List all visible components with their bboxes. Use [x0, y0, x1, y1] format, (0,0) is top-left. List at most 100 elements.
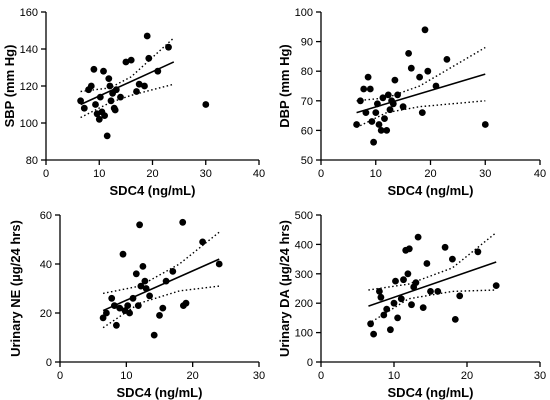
- data-point: [108, 294, 116, 302]
- data-point: [366, 85, 374, 93]
- y-axis-title: Urinary DA (µg/24 hrs): [277, 220, 292, 357]
- data-point: [376, 288, 383, 295]
- data-point: [441, 243, 449, 251]
- data-point: [129, 294, 137, 302]
- data-point: [374, 100, 381, 108]
- x-axis-title: SDC4 (ng/mL): [388, 385, 474, 400]
- data-point: [405, 245, 413, 253]
- x-tick-label: 10: [388, 370, 400, 382]
- data-point: [80, 104, 88, 112]
- regression-line: [368, 261, 497, 307]
- data-point: [136, 221, 144, 229]
- y-axis-title: Urinary NE (µg/24 hrs): [8, 220, 23, 357]
- chart-dbp: 0 10 20 30 40 50 60 70 80 90 100 SDC4 (ng/mL) DBP (m…: [277, 7, 546, 198]
- data-point: [179, 218, 187, 226]
- data-point: [367, 320, 374, 328]
- data-point: [90, 65, 98, 73]
- x-tick-label: 20: [424, 168, 436, 180]
- data-point: [404, 270, 412, 278]
- data-point: [381, 115, 388, 122]
- data-point: [383, 305, 391, 313]
- regression-line: [102, 258, 220, 312]
- data-point: [407, 64, 415, 72]
- data-point: [139, 263, 147, 270]
- x-tick-label: 20: [461, 370, 473, 382]
- y-tick-label: 80: [26, 155, 38, 167]
- data-point: [492, 282, 500, 289]
- data-point: [99, 314, 107, 322]
- y-tick-label: 300: [295, 269, 313, 281]
- x-tick-label: 40: [534, 168, 546, 180]
- data-point: [405, 50, 412, 57]
- y-axis-title: DBP (mm Hg): [277, 44, 292, 128]
- data-point: [397, 295, 405, 303]
- data-point: [456, 292, 464, 300]
- y-tick-label: 100: [20, 118, 38, 130]
- y-tick-label: 40: [40, 259, 52, 271]
- data-point: [105, 75, 113, 82]
- data-point: [390, 299, 398, 307]
- data-point: [137, 282, 145, 290]
- data-point: [100, 67, 107, 75]
- ci-upper-line: [102, 231, 220, 295]
- chart-sbp: 0 10 20 30 40 80 100 120 140 160 SDC4 (ng/mL) SBP (…: [2, 7, 265, 198]
- y-tick-label: 90: [301, 37, 313, 49]
- x-tick-label: 20: [146, 168, 158, 180]
- data-point: [416, 73, 423, 81]
- data-point: [449, 255, 456, 263]
- data-point: [384, 91, 392, 99]
- data-point: [162, 277, 170, 285]
- x-tick-label: 40: [253, 168, 265, 180]
- data-point: [423, 260, 431, 267]
- y-tick-label: 120: [20, 81, 38, 93]
- data-point: [199, 238, 207, 246]
- data-point: [150, 331, 158, 339]
- data-point: [370, 330, 377, 338]
- x-tick-label: 30: [253, 370, 265, 382]
- data-point: [424, 67, 432, 75]
- data-point: [372, 109, 380, 116]
- data-point: [127, 56, 135, 64]
- data-point: [124, 302, 132, 309]
- x-tick-label: 30: [200, 168, 212, 180]
- data-point: [119, 250, 127, 258]
- data-point: [132, 270, 140, 278]
- x-tick-label: 30: [479, 168, 491, 180]
- data-point: [113, 321, 120, 329]
- data-point: [414, 233, 422, 241]
- data-point: [112, 86, 120, 94]
- x-tick-label: 0: [318, 370, 324, 382]
- y-tick-label: 0: [46, 357, 52, 369]
- data-point: [95, 115, 103, 123]
- data-point: [383, 126, 391, 134]
- data-point: [169, 268, 177, 275]
- data-point: [117, 93, 124, 101]
- x-axis-title: SDC4 (ng/mL): [110, 183, 196, 198]
- data-point: [362, 109, 370, 116]
- y-tick-label: 100: [295, 7, 313, 19]
- x-axis-title: SDC4 (ng/mL): [117, 385, 203, 400]
- data-point: [165, 43, 172, 51]
- data-point: [394, 91, 401, 99]
- data-point: [386, 106, 394, 114]
- data-point: [116, 304, 124, 312]
- ci-upper-line: [368, 232, 497, 291]
- data-point: [360, 85, 368, 93]
- x-tick-label: 0: [57, 370, 63, 382]
- data-point: [391, 76, 399, 84]
- data-point: [126, 309, 133, 317]
- y-tick-label: 60: [301, 125, 313, 137]
- data-point: [133, 88, 140, 95]
- data-point: [408, 301, 415, 309]
- x-tick-label: 10: [120, 370, 132, 382]
- data-point: [182, 299, 190, 307]
- data-point: [387, 326, 394, 334]
- data-point: [399, 103, 407, 111]
- ci-lower-line: [102, 285, 220, 329]
- y-tick-label: 0: [307, 357, 313, 369]
- y-tick-label: 70: [301, 96, 313, 108]
- y-tick-label: 500: [295, 210, 313, 222]
- data-point: [202, 101, 210, 108]
- x-tick-label: 10: [93, 168, 105, 180]
